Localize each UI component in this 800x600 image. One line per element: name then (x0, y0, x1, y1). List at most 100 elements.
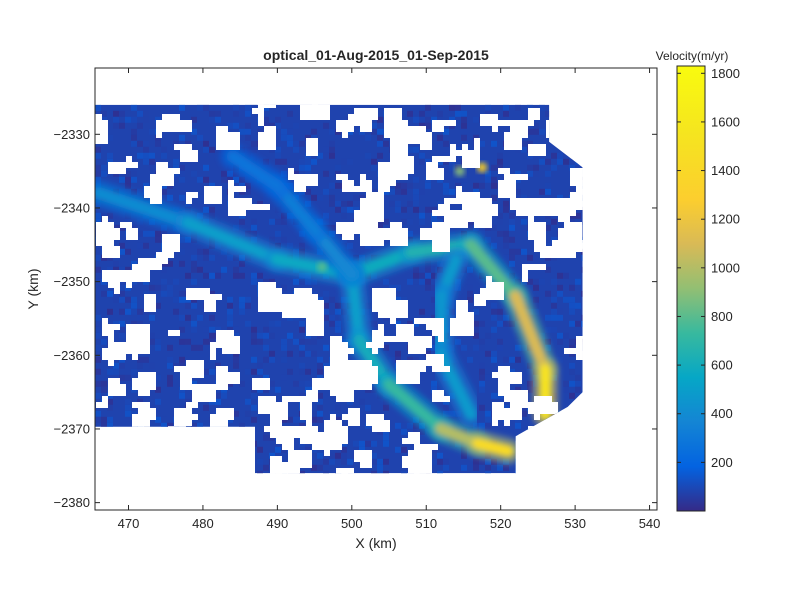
texture-cell (251, 368, 257, 375)
texture-cell (557, 332, 563, 339)
texture-cell (551, 296, 557, 303)
texture-cell (521, 248, 527, 255)
colorbar-label: Velocity(m/yr) (656, 49, 729, 63)
texture-cell (143, 140, 149, 147)
texture-cell (251, 332, 257, 339)
texture-cell (323, 122, 329, 129)
texture-cell (485, 236, 491, 243)
texture-cell (521, 152, 527, 159)
texture-cell (107, 134, 113, 141)
texture-cell (491, 392, 497, 399)
no-data-gap (276, 426, 282, 432)
no-data-gap (228, 180, 234, 186)
texture-cell (413, 266, 419, 273)
texture-cell (239, 260, 245, 267)
texture-cell (503, 236, 509, 243)
texture-cell (377, 470, 383, 474)
texture-cell (257, 200, 263, 207)
texture-cell (149, 332, 155, 339)
texture-cell (95, 164, 101, 171)
texture-cell (125, 374, 131, 381)
texture-cell (479, 140, 485, 147)
texture-cell (341, 200, 347, 207)
texture-cell (275, 206, 281, 213)
texture-cell (239, 296, 245, 303)
texture-cell (173, 296, 179, 303)
texture-cell (395, 350, 401, 357)
texture-cell (467, 290, 473, 297)
texture-cell (143, 152, 149, 159)
texture-cell (125, 404, 131, 411)
texture-cell (491, 350, 497, 357)
texture-cell (233, 410, 239, 417)
texture-cell (491, 140, 497, 147)
texture-cell (527, 380, 533, 387)
texture-cell (167, 290, 173, 297)
texture-cell (485, 332, 491, 339)
texture-cell (533, 284, 539, 291)
no-data-gap (342, 180, 354, 186)
texture-cell (431, 386, 437, 393)
texture-cell (293, 170, 299, 177)
texture-cell (203, 164, 209, 171)
texture-cell (545, 290, 551, 297)
texture-cell (395, 320, 401, 327)
texture-cell (191, 380, 197, 387)
texture-cell (377, 140, 383, 147)
texture-cell (557, 284, 563, 291)
texture-cell (341, 332, 347, 339)
no-data-gap (288, 294, 294, 300)
texture-cell (179, 290, 185, 297)
texture-cell (485, 176, 491, 183)
texture-cell (413, 428, 419, 435)
no-data-gap (324, 366, 342, 384)
texture-cell (125, 170, 131, 177)
texture-cell (119, 176, 125, 183)
texture-cell (209, 116, 215, 123)
texture-cell (383, 344, 389, 351)
texture-cell (401, 212, 407, 219)
texture-cell (269, 356, 275, 363)
no-data-gap (138, 330, 150, 336)
texture-cell (239, 218, 245, 225)
texture-cell (455, 338, 461, 345)
no-data-gap (534, 204, 552, 216)
texture-cell (107, 158, 113, 165)
texture-cell (329, 296, 335, 303)
texture-cell (509, 260, 515, 267)
texture-cell (479, 320, 485, 327)
texture-cell (263, 116, 269, 123)
texture-cell (563, 272, 569, 279)
texture-cell (305, 188, 311, 195)
texture-cell (269, 452, 275, 459)
texture-cell (569, 296, 575, 303)
texture-cell (269, 320, 275, 327)
no-data-gap (432, 120, 438, 132)
texture-cell (191, 266, 197, 273)
texture-cell (437, 218, 443, 225)
texture-cell (497, 218, 503, 225)
texture-cell (335, 182, 341, 189)
no-data-gap (288, 426, 294, 438)
texture-cell (251, 218, 257, 225)
texture-cell (167, 374, 173, 381)
texture-cell (485, 464, 491, 471)
texture-cell (323, 152, 329, 159)
texture-cell (107, 308, 113, 315)
texture-cell (131, 134, 137, 141)
texture-cell (401, 188, 407, 195)
texture-cell (137, 308, 143, 315)
texture-cell (551, 236, 557, 243)
texture-cell (95, 380, 101, 387)
texture-cell (137, 242, 143, 249)
texture-cell (167, 344, 173, 351)
texture-cell (311, 290, 317, 297)
texture-cell (197, 104, 203, 111)
texture-cell (95, 344, 101, 351)
texture-cell (107, 404, 113, 411)
texture-cell (383, 242, 389, 249)
texture-cell (371, 122, 377, 129)
texture-cell (197, 134, 203, 141)
texture-cell (287, 128, 293, 135)
